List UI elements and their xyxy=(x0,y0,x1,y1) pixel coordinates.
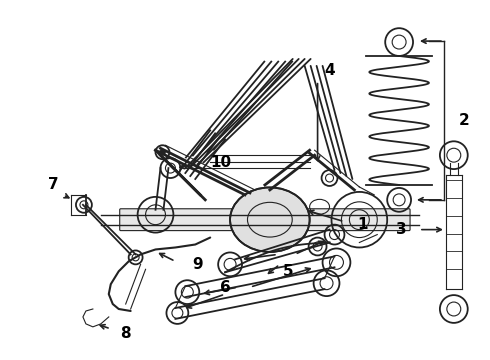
Text: 6: 6 xyxy=(220,280,230,295)
FancyBboxPatch shape xyxy=(120,209,410,231)
Text: 8: 8 xyxy=(121,326,131,341)
Text: 2: 2 xyxy=(459,113,469,128)
Ellipse shape xyxy=(230,188,310,252)
Text: 5: 5 xyxy=(282,264,293,279)
Circle shape xyxy=(159,149,166,155)
Text: 4: 4 xyxy=(324,63,335,78)
Text: 7: 7 xyxy=(48,177,58,193)
Text: 9: 9 xyxy=(192,257,203,272)
Text: 1: 1 xyxy=(357,217,368,232)
Text: 3: 3 xyxy=(396,222,407,237)
Text: 10: 10 xyxy=(210,155,231,170)
